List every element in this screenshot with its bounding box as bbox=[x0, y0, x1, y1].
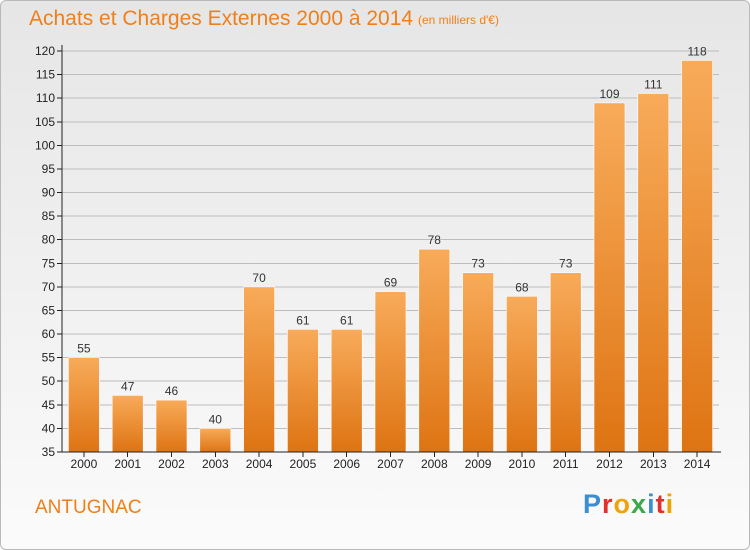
logo-letter: r bbox=[602, 489, 614, 519]
y-tick-label: 35 bbox=[42, 445, 56, 459]
data-label: 61 bbox=[340, 313, 354, 327]
logo-letter: i bbox=[647, 489, 656, 519]
x-tick-label: 2005 bbox=[290, 457, 317, 471]
y-tick-label: 105 bbox=[35, 115, 55, 129]
x-tick-label: 2011 bbox=[553, 457, 579, 471]
bar-2004 bbox=[243, 286, 275, 453]
proxiti-logo: Proxiti bbox=[583, 489, 674, 520]
axes: 35 40 45 50 55 60 65 70 75 80 85 90 95 100 105 110 115 12… bbox=[35, 44, 721, 471]
bar-2009 bbox=[462, 272, 494, 453]
x-tick-label: 2014 bbox=[684, 457, 711, 471]
x-tick-label: 2013 bbox=[640, 457, 667, 471]
y-tick-label: 60 bbox=[42, 327, 56, 341]
bars: 55 47 46 40 70 61 61 69 78 73 68 73 109 111 118 bbox=[68, 44, 713, 453]
bar-2005 bbox=[287, 329, 319, 453]
y-tick-label: 115 bbox=[36, 68, 55, 82]
y-tick-label: 70 bbox=[42, 280, 56, 294]
y-tick-label: 65 bbox=[42, 303, 56, 317]
bar-2010 bbox=[506, 296, 538, 453]
y-tick-label: 90 bbox=[42, 186, 56, 200]
y-tick-label: 80 bbox=[42, 233, 56, 247]
logo-letter: i bbox=[665, 489, 675, 519]
data-label: 47 bbox=[121, 379, 135, 393]
x-tick-label: 2007 bbox=[377, 457, 404, 471]
logo-letter: o bbox=[613, 489, 632, 519]
bar-2008 bbox=[418, 248, 451, 453]
y-tick-label: 120 bbox=[35, 44, 55, 58]
bar-2012 bbox=[593, 102, 626, 453]
x-tick-label: 2008 bbox=[421, 457, 448, 471]
data-label: 73 bbox=[559, 257, 573, 271]
x-tick-label: 2000 bbox=[71, 457, 98, 471]
y-tick-label: 95 bbox=[42, 162, 56, 176]
x-tick-label: 2004 bbox=[246, 457, 273, 471]
data-label: 61 bbox=[296, 313, 310, 327]
bar-2007 bbox=[374, 291, 407, 453]
data-label: 109 bbox=[599, 87, 619, 101]
x-tick-label: 2001 bbox=[114, 457, 141, 471]
data-label: 68 bbox=[515, 280, 529, 294]
bar-2013 bbox=[637, 93, 670, 453]
logo-letter: P bbox=[583, 489, 603, 519]
x-tick-label: 2002 bbox=[158, 457, 185, 471]
y-tick-label: 55 bbox=[42, 351, 56, 365]
data-label: 55 bbox=[77, 342, 91, 356]
commune-name: ANTUGNAC bbox=[35, 497, 142, 518]
data-label: 118 bbox=[688, 44, 707, 58]
x-tick-label: 2010 bbox=[509, 457, 536, 471]
y-tick-label: 100 bbox=[35, 138, 55, 152]
chart-subtitle: (en milliers d'€) bbox=[418, 13, 499, 27]
data-label: 46 bbox=[165, 384, 179, 398]
logo-letter: t bbox=[655, 489, 666, 519]
bar-2011 bbox=[549, 272, 582, 453]
data-label: 70 bbox=[252, 271, 266, 285]
y-tick-label: 110 bbox=[36, 91, 55, 105]
x-tick-label: 2012 bbox=[596, 457, 623, 471]
bar-2001 bbox=[111, 395, 144, 453]
bar-2000 bbox=[68, 357, 100, 453]
chart-title: Achats et Charges Externes 2000 à 2014 bbox=[29, 7, 414, 30]
y-tick-label: 40 bbox=[42, 421, 56, 435]
data-label: 73 bbox=[471, 257, 485, 271]
y-tick-label: 45 bbox=[42, 398, 56, 412]
bar-2002 bbox=[155, 399, 188, 453]
x-tick-label: 2006 bbox=[333, 457, 360, 471]
y-tick-label: 85 bbox=[42, 209, 56, 223]
data-label: 78 bbox=[428, 233, 442, 247]
logo-letter: x bbox=[631, 489, 648, 519]
x-tick-label: 2009 bbox=[465, 457, 492, 471]
bar-2014 bbox=[681, 60, 713, 453]
bar-2006 bbox=[330, 329, 363, 453]
data-label: 40 bbox=[209, 412, 223, 426]
y-tick-label: 75 bbox=[42, 256, 56, 270]
x-tick-label: 2003 bbox=[202, 457, 229, 471]
y-tick-label: 50 bbox=[42, 374, 56, 388]
data-label: 69 bbox=[384, 276, 398, 290]
data-label: 111 bbox=[644, 77, 663, 91]
bar-2003 bbox=[199, 428, 232, 453]
